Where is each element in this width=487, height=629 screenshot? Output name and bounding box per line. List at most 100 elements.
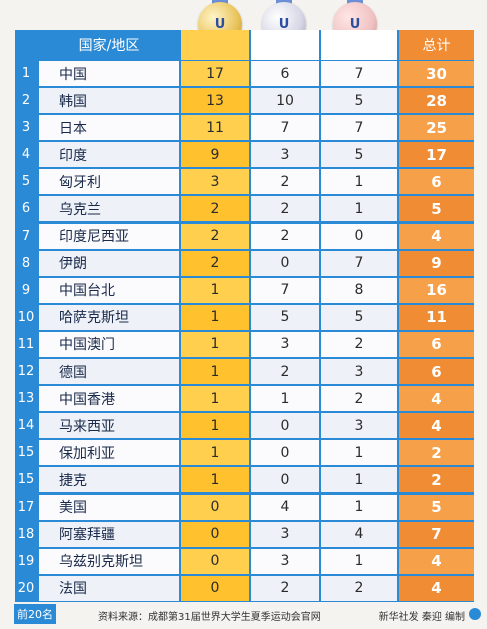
country-cell: 哈萨克斯坦 (39, 304, 179, 330)
bronze-cell: 4 (321, 521, 397, 547)
silver-cell: 6 (251, 61, 319, 86)
total-cell: 9 (399, 250, 474, 276)
silver-cell: 1 (251, 386, 319, 412)
gold-cell: 1 (181, 413, 249, 439)
header-total: 总计 (399, 30, 474, 60)
bronze-cell: 5 (321, 142, 397, 168)
total-cell: 11 (399, 304, 474, 330)
silver-cell: 0 (251, 440, 319, 466)
gold-cell: 0 (181, 521, 249, 547)
gold-cell: 1 (181, 440, 249, 466)
bronze-cell: 1 (321, 494, 397, 520)
gold-cell: 0 (181, 494, 249, 520)
rank-cell: 7 (21, 228, 31, 244)
table-row: 12 德国 1 2 3 6 (15, 358, 474, 385)
bronze-cell: 3 (321, 359, 397, 385)
footer: 前20名 资料来源：成都第31届世界大学生夏季运动会官网 新华社发 秦迎 编制 (0, 604, 487, 626)
bronze-cell: 8 (321, 277, 397, 303)
silver-cell: 7 (251, 277, 319, 303)
rank-cell: 12 (17, 364, 35, 380)
gold-cell: 2 (181, 223, 249, 249)
total-cell: 4 (399, 386, 474, 412)
table-row: 7 印度尼西亚 2 2 0 4 (15, 223, 474, 250)
header-country: 国家/地区 (78, 38, 140, 54)
gold-cell: 1 (181, 304, 249, 330)
bronze-cell: 1 (321, 169, 397, 195)
table-row: 13 中国香港 1 1 2 4 (15, 385, 474, 412)
gold-cell: 1 (181, 467, 249, 493)
total-cell: 6 (399, 331, 474, 357)
rank-cell: 5 (21, 174, 31, 190)
table-row: 8 伊朗 2 0 7 9 (15, 250, 474, 277)
country-cell: 捷克 (39, 467, 179, 493)
table-row: 15 保加利亚 1 0 1 2 (15, 439, 474, 466)
total-cell: 17 (399, 142, 474, 168)
country-cell: 中国 (39, 61, 179, 86)
silver-cell: 7 (251, 115, 319, 141)
gold-cell: 1 (181, 277, 249, 303)
rank-cell: 1 (21, 66, 31, 81)
gold-cell: 2 (181, 250, 249, 276)
table-row: 10 哈萨克斯坦 1 5 5 11 (15, 304, 474, 331)
bronze-cell: 1 (321, 440, 397, 466)
table-row: 11 中国澳门 1 3 2 6 (15, 331, 474, 358)
header-silver (251, 30, 319, 60)
medal-mark: U (214, 16, 226, 32)
table-row: 2 韩国 13 10 5 28 (15, 87, 474, 114)
gold-cell: 1 (181, 359, 249, 385)
silver-cell: 2 (251, 359, 319, 385)
rank-cell: 9 (21, 282, 31, 298)
xinhua-logo-icon (469, 608, 481, 620)
total-cell: 25 (399, 115, 474, 141)
silver-cell: 0 (251, 250, 319, 276)
gold-cell: 9 (181, 142, 249, 168)
country-cell: 日本 (39, 115, 179, 141)
silver-cell: 3 (251, 548, 319, 574)
top20-tag: 前20名 (14, 604, 56, 624)
credit-text: 新华社发 秦迎 编制 (378, 612, 465, 623)
table-row: 3 日本 11 7 7 25 (15, 114, 474, 141)
gold-cell: 1 (181, 386, 249, 412)
silver-cell: 4 (251, 494, 319, 520)
bronze-cell: 3 (321, 413, 397, 439)
rank-cell: 4 (21, 147, 31, 163)
country-cell: 中国香港 (39, 386, 179, 412)
rank-cell: 2 (21, 93, 31, 109)
medal-mark: U (278, 16, 290, 32)
table-row: 4 印度 9 3 5 17 (15, 141, 474, 168)
header-gold (181, 30, 249, 60)
medal-table: 国家/地区 总计 1 中国 17 6 7 30 2 韩国 13 10 5 28 3 日本 11 7 7 25 4 印度… (15, 30, 474, 602)
table-row: 15 捷克 1 0 1 2 (15, 466, 474, 493)
bronze-cell: 1 (321, 196, 397, 222)
bronze-cell: 7 (321, 250, 397, 276)
gold-cell: 0 (181, 548, 249, 574)
total-cell: 6 (399, 169, 474, 195)
country-cell: 伊朗 (39, 250, 179, 276)
rank-cell: 8 (21, 255, 31, 271)
source-text: 资料来源：成都第31届世界大学生夏季运动会官网 (98, 612, 321, 623)
country-cell: 匈牙利 (39, 169, 179, 195)
rank-cell: 15 (17, 445, 35, 461)
rank-cell: 13 (17, 391, 35, 407)
rank-cell: 19 (17, 553, 35, 569)
total-cell: 6 (399, 359, 474, 385)
bronze-cell: 7 (321, 115, 397, 141)
country-cell: 乌克兰 (39, 196, 179, 222)
bronze-cell: 1 (321, 467, 397, 493)
table-body: 1 中国 17 6 7 30 2 韩国 13 10 5 28 3 日本 11 7 7 25 4 印度 9 3 5 17 5 匈牙利… (15, 60, 474, 602)
total-cell: 4 (399, 548, 474, 574)
silver-cell: 2 (251, 169, 319, 195)
rank-cell: 6 (21, 201, 31, 217)
gold-cell: 1 (181, 331, 249, 357)
country-cell: 印度 (39, 142, 179, 168)
rank-cell: 3 (21, 120, 31, 136)
table-row: 9 中国台北 1 7 8 16 (15, 277, 474, 304)
silver-cell: 2 (251, 575, 319, 601)
header-bronze (321, 30, 397, 60)
silver-cell: 3 (251, 331, 319, 357)
rank-cell: 11 (17, 336, 35, 352)
total-cell: 16 (399, 277, 474, 303)
bronze-cell: 7 (321, 61, 397, 86)
country-cell: 中国澳门 (39, 331, 179, 357)
country-cell: 阿塞拜疆 (39, 521, 179, 547)
